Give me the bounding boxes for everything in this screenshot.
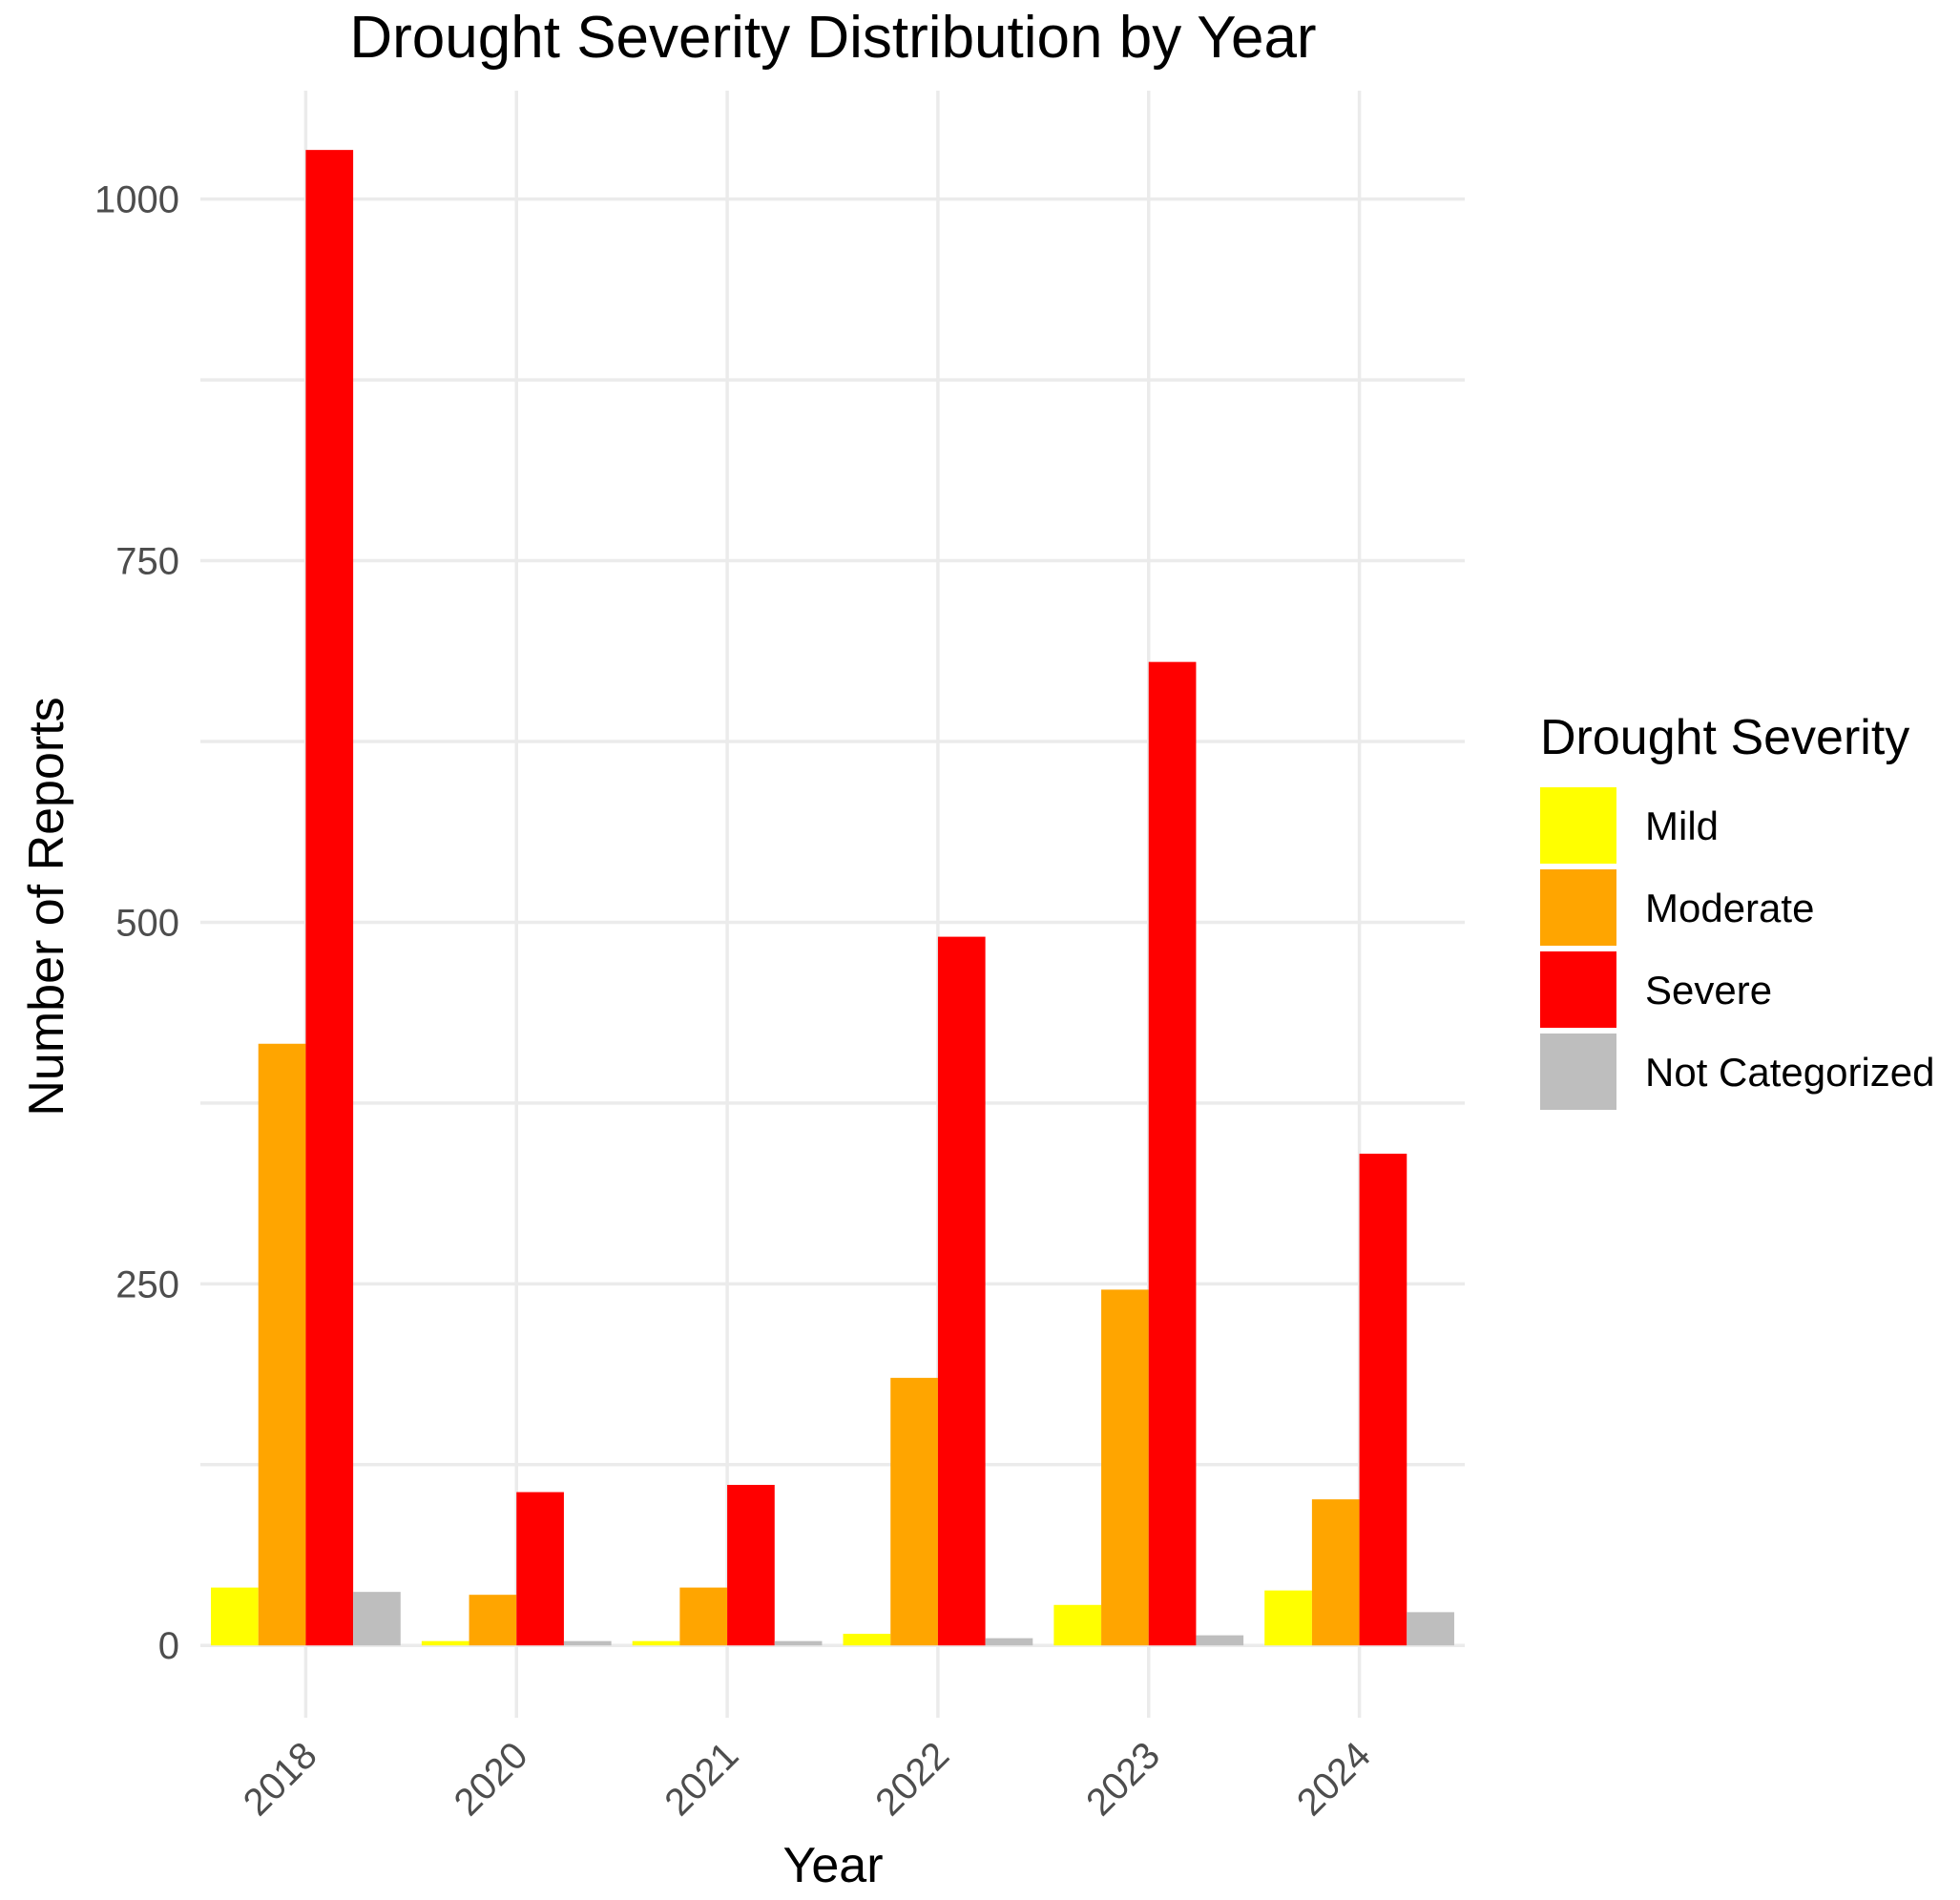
- y-tick-label: 0: [158, 1625, 179, 1667]
- bar-moderate-2018: [258, 1043, 306, 1646]
- x-axis-tick-labels: 2018 2020 2021 2022 2023 2024: [236, 1734, 1379, 1824]
- bar-mild-2024: [1264, 1590, 1312, 1646]
- legend-label: Severe: [1645, 968, 1772, 1013]
- bar-severe-2022: [937, 936, 986, 1646]
- bar-severe-2023: [1148, 661, 1197, 1646]
- bar-mild-2020: [421, 1640, 469, 1646]
- legend-items: Mild Moderate Severe Not Categorized: [1540, 787, 1935, 1110]
- bar-moderate-2022: [890, 1377, 938, 1646]
- y-tick-label: 250: [115, 1263, 179, 1305]
- y-tick-label: 500: [115, 902, 179, 944]
- bars: [211, 150, 1454, 1646]
- bar-severe-2020: [516, 1492, 564, 1646]
- x-tick-label: 2022: [867, 1734, 957, 1824]
- legend-label: Mild: [1645, 804, 1719, 848]
- bar-moderate-2020: [469, 1595, 517, 1646]
- x-tick-label: 2020: [447, 1734, 536, 1824]
- bar-severe-2024: [1359, 1153, 1407, 1646]
- grid-lines: [200, 91, 1465, 1718]
- x-axis-title: Year: [782, 1838, 883, 1893]
- bar-moderate-2021: [679, 1587, 728, 1646]
- bar-moderate-2024: [1311, 1499, 1360, 1646]
- x-tick-label: 2023: [1078, 1734, 1168, 1824]
- bar-not-categorized-2020: [563, 1640, 612, 1646]
- x-tick-label: 2021: [657, 1734, 746, 1824]
- legend-key-severe: [1540, 951, 1616, 1028]
- bar-severe-2018: [305, 150, 354, 1646]
- legend-key-not-categorized: [1540, 1034, 1616, 1110]
- bar-mild-2022: [843, 1634, 891, 1646]
- legend-key-mild: [1540, 787, 1616, 864]
- y-axis-title: Number of Reports: [19, 697, 74, 1116]
- bar-mild-2021: [632, 1640, 680, 1646]
- bar-not-categorized-2018: [353, 1592, 401, 1646]
- bar-not-categorized-2024: [1407, 1612, 1454, 1646]
- legend-label: Moderate: [1645, 886, 1814, 930]
- x-tick-label: 2024: [1289, 1734, 1379, 1824]
- bar-severe-2021: [727, 1484, 775, 1646]
- y-axis-tick-labels: 0 250 500 750 1000: [94, 179, 179, 1668]
- bar-moderate-2023: [1101, 1289, 1149, 1646]
- bar-not-categorized-2021: [774, 1640, 823, 1646]
- y-tick-label: 750: [115, 541, 179, 583]
- bar-mild-2018: [211, 1587, 259, 1646]
- bar-not-categorized-2022: [985, 1638, 1033, 1646]
- bar-not-categorized-2023: [1196, 1635, 1244, 1646]
- legend-label: Not Categorized: [1645, 1050, 1935, 1095]
- chart-title: Drought Severity Distribution by Year: [349, 5, 1316, 71]
- bar-mild-2023: [1053, 1604, 1102, 1646]
- y-tick-label: 1000: [94, 179, 179, 221]
- legend-title: Drought Severity: [1540, 710, 1909, 765]
- x-tick-label: 2018: [236, 1734, 325, 1824]
- legend-key-moderate: [1540, 869, 1616, 946]
- legend: Drought Severity Mild Moderate Severe Not C…: [1540, 710, 1935, 1110]
